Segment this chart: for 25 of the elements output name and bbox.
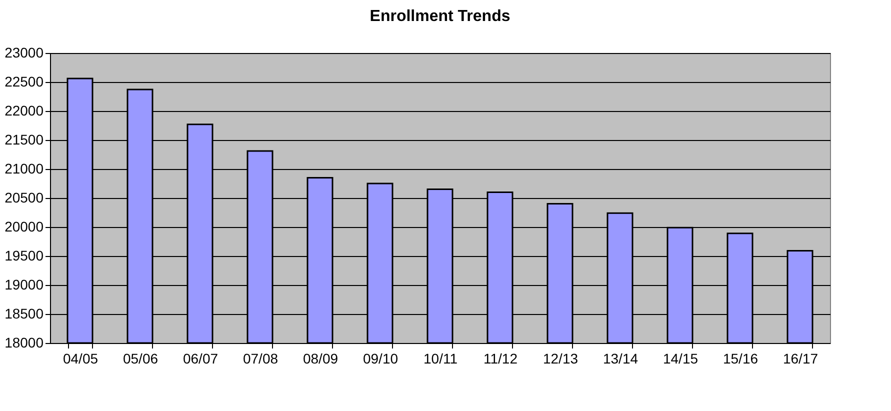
y-tick-label: 20500 — [4, 190, 44, 206]
x-tick-label: 04/05 — [62, 350, 98, 366]
y-tick-label: 21500 — [4, 132, 44, 148]
x-tick-label: 05/06 — [122, 350, 158, 366]
y-tick-label: 20000 — [4, 218, 44, 234]
y-tick-label: 22500 — [4, 74, 44, 90]
y-tick-label: 18000 — [4, 334, 44, 350]
x-tick-label: 07/08 — [242, 350, 278, 366]
chart-title: Enrollment Trends — [370, 8, 510, 25]
x-tick-label: 10/11 — [424, 350, 458, 366]
x-tick-label: 09/10 — [362, 350, 398, 366]
x-tick-label: 16/17 — [782, 350, 818, 366]
y-tick-label: 21000 — [4, 160, 44, 176]
x-tick-label: 08/09 — [302, 350, 338, 366]
y-tick-label: 23000 — [4, 44, 44, 60]
y-tick-label: 22000 — [4, 102, 44, 118]
y-tick-label: 19000 — [4, 276, 44, 292]
x-tick-label: 11/12 — [484, 350, 518, 366]
x-tick-label: 15/16 — [722, 350, 758, 366]
x-tick-label: 06/07 — [182, 350, 218, 366]
x-tick-label: 14/15 — [662, 350, 698, 366]
x-tick-label: 12/13 — [542, 350, 578, 366]
y-tick-label: 19500 — [4, 248, 44, 264]
y-tick-label: 18500 — [4, 306, 44, 322]
x-tick-label: 13/14 — [602, 350, 638, 366]
